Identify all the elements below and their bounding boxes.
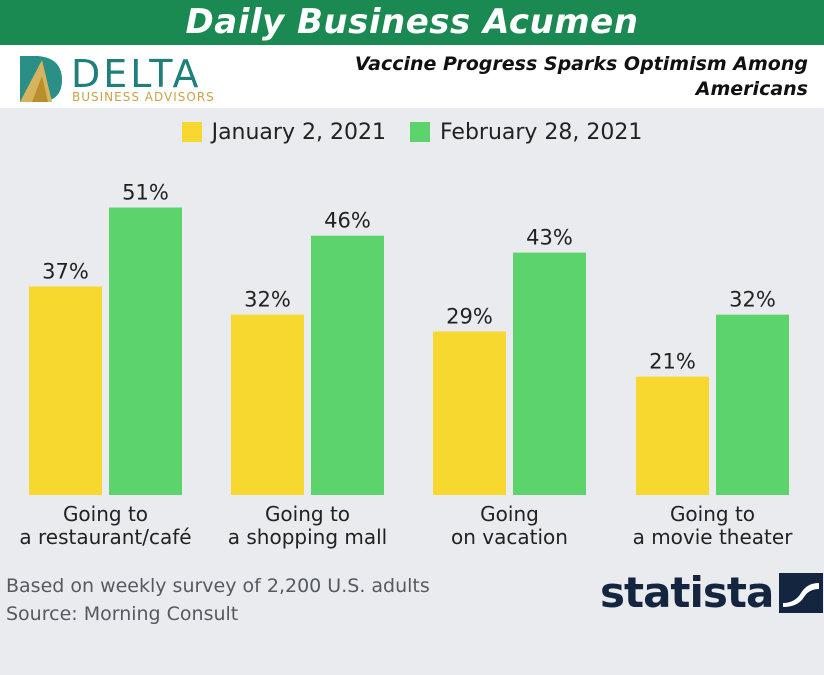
footnote-survey: Based on weekly survey of 2,200 U.S. adu… — [6, 575, 430, 597]
data-label-3-series-1: 29% — [446, 305, 493, 329]
bar-4-series-2 — [716, 314, 789, 495]
bar-chart: 37%51%Going toa restaurant/café32%46%Goi… — [19, 181, 794, 549]
legend-swatch-series-2 — [409, 122, 430, 142]
category-label-2-line-2: a shopping mall — [228, 525, 387, 549]
delta-logo-icon — [20, 56, 62, 102]
bar-2-series-2 — [311, 235, 384, 495]
logo-word: DELTA — [71, 52, 202, 96]
category-label-4-line-2: a movie theater — [633, 525, 794, 549]
data-label-2-series-2: 46% — [324, 209, 371, 233]
delta-logo: DELTA BUSINESS ADVISORS — [18, 52, 218, 106]
category-label-1-line-1: Going to — [63, 502, 148, 526]
data-label-4-series-1: 21% — [649, 350, 696, 374]
legend: January 2, 2021 February 28, 2021 — [0, 117, 824, 147]
header-band — [0, 45, 824, 108]
statista-logo-icon — [779, 573, 824, 613]
bar-3-series-2 — [513, 252, 586, 495]
category-label-4-line-1: Going to — [670, 502, 755, 526]
category-label-3-line-2: on vacation — [451, 525, 568, 549]
banner-title: Daily Business Acumen — [0, 0, 824, 45]
statista-logo: statista — [600, 568, 824, 618]
legend-item-series-2: February 28, 2021 — [409, 119, 643, 145]
footnote: Based on weekly survey of 2,200 U.S. adu… — [6, 572, 430, 628]
legend-label-series-1: January 2, 2021 — [211, 119, 386, 145]
legend-item-series-1: January 2, 2021 — [181, 119, 386, 145]
data-label-1-series-1: 37% — [42, 259, 89, 283]
category-label-2-line-1: Going to — [265, 502, 350, 526]
bar-4-series-1 — [636, 376, 709, 495]
footnote-source: Source: Morning Consult — [6, 603, 239, 625]
bar-1-series-2 — [109, 207, 182, 495]
category-label-3-line-1: Going — [480, 502, 539, 526]
bar-2-series-1 — [231, 314, 304, 495]
legend-label-series-2: February 28, 2021 — [439, 119, 643, 145]
statista-wordmark: statista — [600, 568, 774, 617]
data-label-2-series-1: 32% — [244, 288, 291, 312]
category-label-1-line-2: a restaurant/café — [19, 525, 191, 549]
bar-3-series-1 — [433, 331, 506, 495]
data-label-1-series-2: 51% — [122, 181, 169, 205]
logo-subtitle: BUSINESS ADVISORS — [72, 90, 215, 104]
bar-1-series-1 — [29, 286, 102, 495]
data-label-4-series-2: 32% — [729, 288, 776, 312]
legend-swatch-series-1 — [181, 122, 202, 142]
headline: Vaccine Progress Sparks Optimism Among A… — [354, 53, 808, 100]
data-label-3-series-2: 43% — [526, 226, 573, 250]
